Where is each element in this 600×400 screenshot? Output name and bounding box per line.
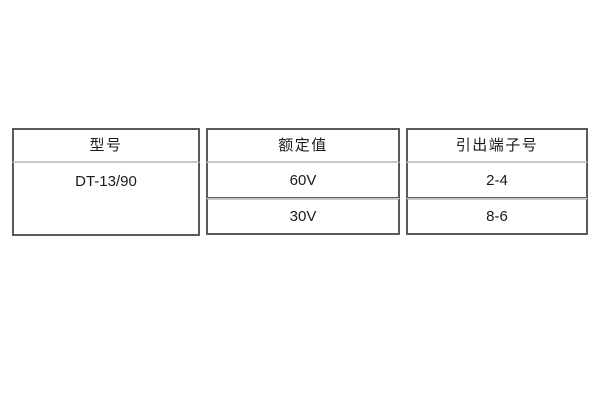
column-header-model: 型号 xyxy=(12,128,200,163)
table-row: 8-6 xyxy=(406,198,588,235)
table-cell-rated-row2: 30V xyxy=(289,208,317,225)
column-header-terminal: 引出端子号 xyxy=(406,128,588,163)
table-row: 2-4 xyxy=(406,163,588,199)
column-header-rated: 额定值 xyxy=(206,128,400,163)
table-cell-model-value-label: DT-13/90 xyxy=(75,173,137,190)
column-header-terminal-label: 引出端子号 xyxy=(455,137,539,154)
table-row: 30V xyxy=(206,198,400,235)
table-cell-rated-row1: 60V xyxy=(289,171,317,189)
table-column-model: 型号 DT-13/90 xyxy=(12,128,200,236)
column-gap-2 xyxy=(400,128,406,236)
column-header-model-label: 型号 xyxy=(89,137,123,154)
column-gap-1 xyxy=(200,128,206,236)
table-cell-model-value: DT-13/90 xyxy=(12,163,200,236)
table-row: 60V xyxy=(206,163,400,199)
table-cell-terminal-row2: 8-6 xyxy=(486,208,508,225)
column-header-rated-label: 额定值 xyxy=(278,137,328,154)
table-column-rated: 额定值 60V 30V xyxy=(206,128,400,236)
table-column-terminal: 引出端子号 2-4 8-6 xyxy=(406,128,588,236)
table-cell-terminal-row1: 2-4 xyxy=(486,171,508,189)
specification-table: 型号 DT-13/90 额定值 60V 30V 引出端子号 xyxy=(12,128,588,236)
